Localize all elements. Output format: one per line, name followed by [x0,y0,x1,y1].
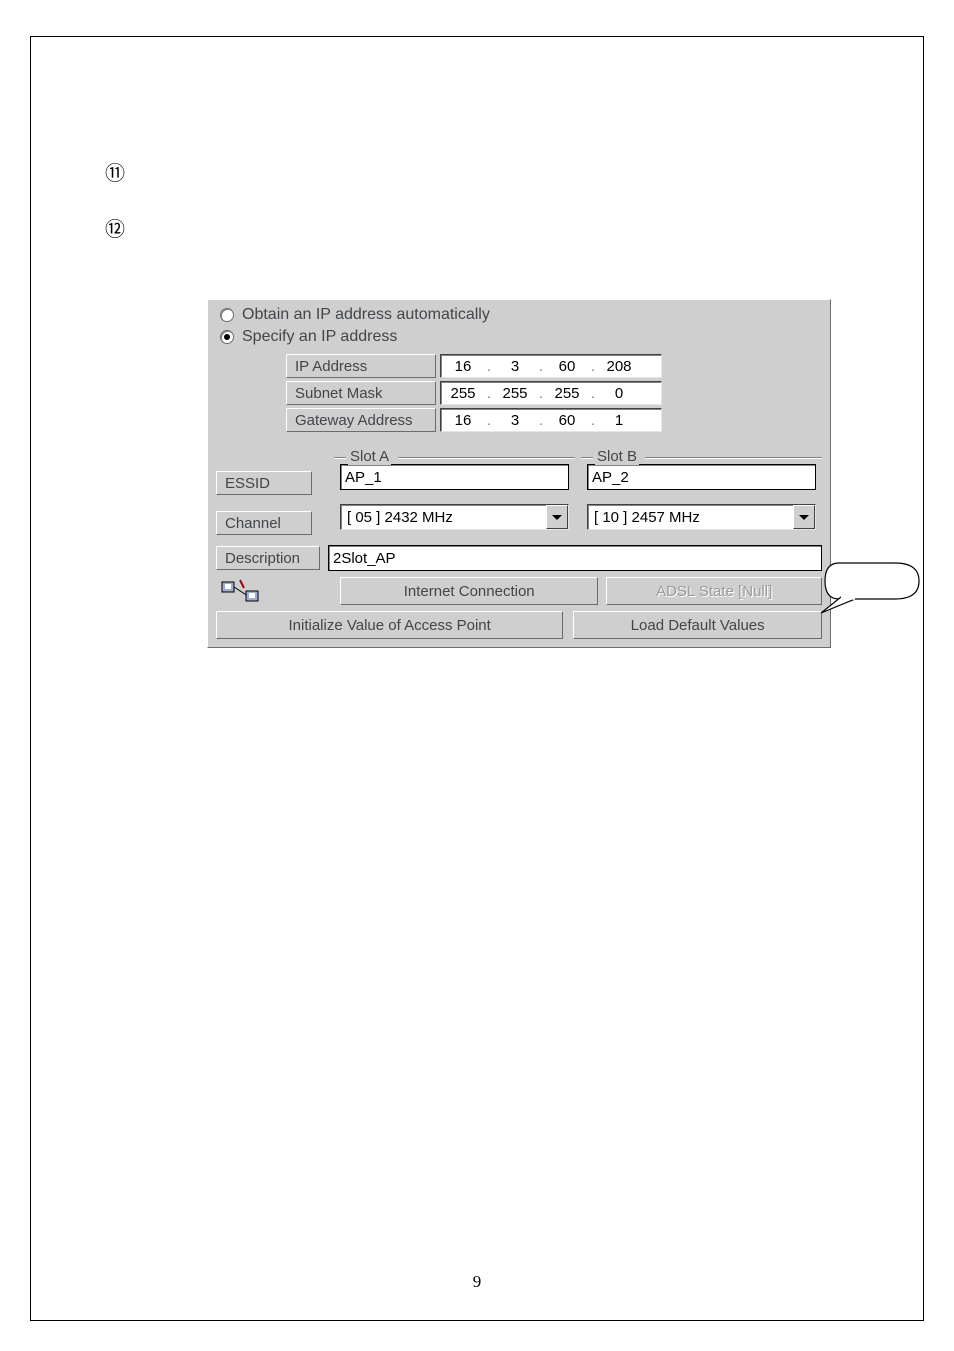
ip-address-field[interactable]: 16 . 3 . 60 . 208 [440,354,662,378]
gw-octet-2[interactable]: 3 [493,412,537,429]
channel-label: Channel [216,511,312,535]
ip-config-dialog: Obtain an IP address automatically Speci… [207,299,831,648]
dropdown-button-icon[interactable] [546,505,568,529]
chevron-down-icon [799,515,809,520]
network-icon [216,577,332,605]
slot-b-essid-input[interactable]: AP_2 [587,464,816,490]
circled-number-11: ⑪ [105,157,125,186]
essid-label: ESSID [216,471,312,495]
gw-octet-1[interactable]: 16 [441,412,485,429]
slot-a-channel-value: [ 05 ] 2432 MHz [341,505,546,529]
ip-octet-2[interactable]: 3 [493,358,537,375]
subnet-mask-field[interactable]: 255 . 255 . 255 . 0 [440,381,662,405]
ip-octet-3[interactable]: 60 [545,358,589,375]
description-input[interactable]: 2Slot_AP [328,545,822,571]
internet-connection-button[interactable]: Internet Connection [340,577,598,605]
mask-octet-4[interactable]: 0 [597,385,641,402]
gateway-address-field[interactable]: 16 . 3 . 60 . 1 [440,408,662,432]
ip-octet-4[interactable]: 208 [597,358,641,375]
mask-octet-3[interactable]: 255 [545,385,589,402]
radio-obtain-ip[interactable] [220,308,234,322]
adsl-state-button: ADSL State [Null] [606,577,822,605]
slot-b-channel-select[interactable]: [ 10 ] 2457 MHz [587,504,816,530]
slot-a-essid-input[interactable]: AP_1 [340,464,569,490]
ip-address-label: IP Address [286,354,436,378]
gateway-address-label: Gateway Address [286,408,436,432]
initialize-button[interactable]: Initialize Value of Access Point [216,611,563,639]
radio-obtain-ip-row[interactable]: Obtain an IP address automatically [216,306,822,324]
chevron-down-icon [552,515,562,520]
slot-b-group: Slot B AP_2 [ 10 ] 2457 MHz [581,449,822,535]
ip-octet-1[interactable]: 16 [441,358,485,375]
circled-number-12: ⑫ [105,213,125,242]
page-number: 9 [31,1272,923,1292]
subnet-mask-label: Subnet Mask [286,381,436,405]
slot-b-legend: Slot B [595,448,639,465]
load-default-button[interactable]: Load Default Values [573,611,822,639]
radio-specify-ip[interactable] [220,330,234,344]
slot-a-channel-select[interactable]: [ 05 ] 2432 MHz [340,504,569,530]
slot-a-legend: Slot A [348,448,391,465]
gw-octet-3[interactable]: 60 [545,412,589,429]
mask-octet-1[interactable]: 255 [441,385,485,402]
description-label: Description [216,546,320,570]
page-frame: ⑪ ⑫ Obtain an IP address automatically S… [30,36,924,1321]
radio-specify-ip-label: Specify an IP address [242,328,397,346]
callout-bubble-icon [821,559,921,617]
radio-obtain-ip-label: Obtain an IP address automatically [242,306,490,324]
slot-a-group: Slot A AP_1 [ 05 ] 2432 MHz [334,449,575,535]
gw-octet-4[interactable]: 1 [597,412,641,429]
slot-b-channel-value: [ 10 ] 2457 MHz [588,505,793,529]
dropdown-button-icon[interactable] [793,505,815,529]
mask-octet-2[interactable]: 255 [493,385,537,402]
radio-specify-ip-row[interactable]: Specify an IP address [216,328,822,346]
